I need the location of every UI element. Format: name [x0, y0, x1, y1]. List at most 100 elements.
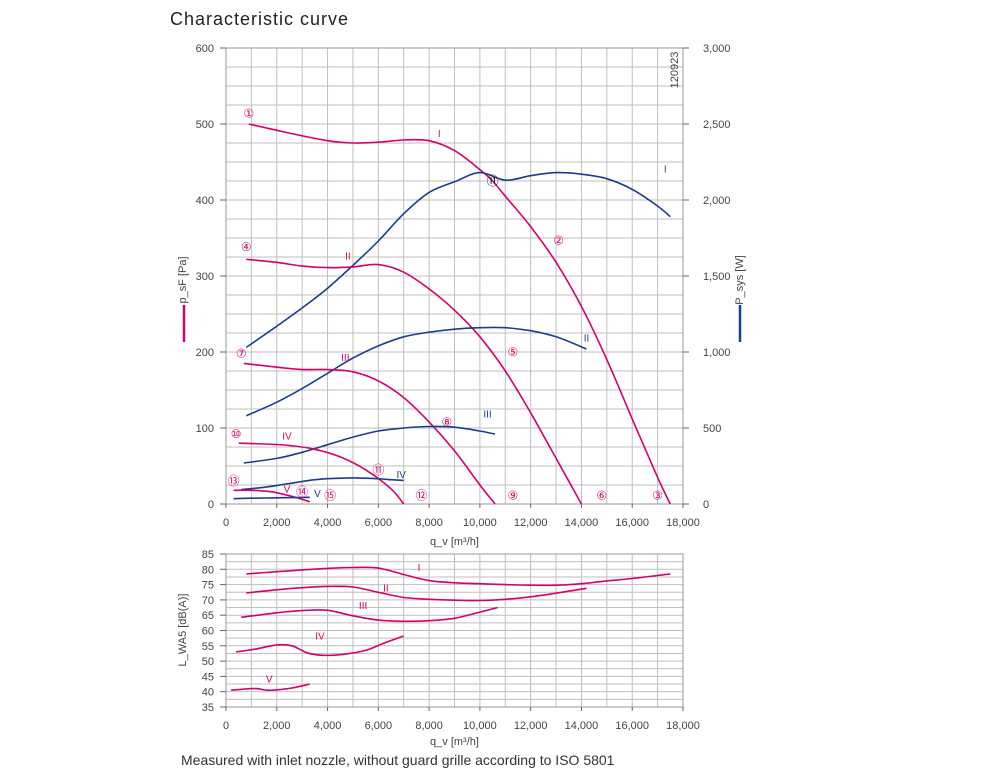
series-line-power-i: [245, 171, 671, 349]
series-line-pressure-iii: [243, 362, 496, 505]
operating-point-marker: ⑤: [508, 345, 519, 359]
top-y-left-tick-label: 0: [208, 499, 214, 511]
sound-series-label: V: [266, 675, 273, 686]
series-label: IV: [282, 431, 292, 442]
series-line-pressure-i: [248, 123, 672, 505]
bottom-y-tick-label: 85: [202, 549, 214, 561]
top-x-tick-label: 2,000: [263, 517, 291, 529]
series-line-pressure-iv: [238, 442, 405, 505]
top-grid: [225, 47, 684, 505]
top-y-left-tick-label: 300: [196, 271, 214, 283]
bottom-y-tick-label: 50: [202, 656, 214, 668]
series-label: III: [483, 409, 491, 420]
operating-point-marker: ⑭: [296, 485, 308, 499]
sound-series-label: I: [418, 563, 421, 574]
top-y-right-tick-label: 2,500: [703, 119, 731, 131]
series-label: III: [341, 353, 349, 364]
pressure-power-chart: 0 2,000 4,000 6,000 8,000 10,000 12,000 14,000 1…: [177, 43, 746, 548]
top-x-tick-label: 16,000: [615, 517, 649, 529]
operating-point-marker: ⑮: [324, 489, 336, 503]
sound-series-line-iii: [241, 606, 498, 623]
top-series: [233, 123, 672, 505]
top-y-right-tick-label: 3,000: [703, 43, 731, 55]
bottom-y-tick-label: 45: [202, 671, 214, 683]
top-x-axis-label: q_v [m³/h]: [430, 536, 479, 548]
bottom-y-tick-label: 40: [202, 687, 214, 699]
bottom-y-tick-label: 70: [202, 595, 214, 607]
top-x-tick-label: 6,000: [365, 517, 393, 529]
bottom-x-tick-label: 18,000: [666, 720, 700, 732]
sound-series-label: III: [359, 601, 367, 612]
top-y-left-tick-label: 100: [196, 423, 214, 435]
series-line-power-ii: [245, 326, 587, 417]
series-label: II: [345, 251, 351, 262]
top-x-tick-label: 0: [223, 517, 229, 529]
series-line-power-iii: [243, 425, 496, 464]
sound-series-line-iv: [236, 635, 404, 657]
bottom-x-tick-label: 0: [223, 720, 229, 732]
bottom-axes: 0 2,000 4,000 6,000 8,000 10,000 12,000 14,000 1…: [202, 549, 700, 732]
top-axes: 0 2,000 4,000 6,000 8,000 10,000 12,000 14,000 1…: [182, 43, 742, 529]
top-x-tick-label: 10,000: [463, 517, 497, 529]
top-x-tick-label: 8,000: [415, 517, 443, 529]
sound-power-chart: 0 2,000 4,000 6,000 8,000 10,000 12,000 14,000 1…: [177, 549, 700, 748]
series-label: II: [584, 333, 590, 344]
operating-point-marker: ⑪: [372, 463, 384, 477]
operating-point-marker: ⑩: [231, 427, 242, 441]
bottom-x-tick-label: 6,000: [365, 720, 393, 732]
series-line-pressure-ii: [246, 258, 583, 505]
top-y-left-tick-label: 500: [196, 119, 214, 131]
sound-series-line-i: [246, 566, 671, 587]
series-label: I: [664, 165, 667, 176]
top-y-left-tick-label: 200: [196, 347, 214, 359]
bottom-y-axis-label: L_WA5 [dB(A)]: [177, 594, 189, 667]
series-line-power-iv: [241, 477, 404, 491]
operating-point-marker: ④: [241, 240, 252, 254]
bottom-series: [231, 566, 671, 692]
bottom-x-axis-label: q_v [m³/h]: [430, 736, 479, 748]
operating-point-marker: ⑨: [508, 489, 519, 503]
operating-point-marker: ⑪: [487, 174, 499, 188]
top-y-left-tick-label: 400: [196, 195, 214, 207]
top-y-right-tick-label: 500: [703, 423, 721, 435]
bottom-grid: [225, 553, 684, 708]
operating-point-marker: ⑥: [596, 489, 607, 503]
bottom-y-tick-label: 75: [202, 580, 214, 592]
operating-point-marker: ②: [553, 233, 564, 247]
bottom-y-tick-label: 65: [202, 610, 214, 622]
bottom-x-tick-label: 4,000: [314, 720, 342, 732]
top-y-right-tick-label: 2,000: [703, 195, 731, 207]
series-label: I: [438, 129, 441, 140]
top-y-right-tick-label: 1,000: [703, 347, 731, 359]
operating-point-marker: ⑧: [442, 415, 453, 429]
operating-point-marker: ⑬: [228, 474, 240, 488]
bottom-x-tick-label: 14,000: [565, 720, 599, 732]
chart-title: Characteristic curve: [170, 9, 350, 29]
bottom-x-tick-label: 2,000: [263, 720, 291, 732]
series-label: IV: [396, 470, 406, 481]
series-line-power-v: [233, 496, 310, 500]
operating-point-marker: ⑦: [236, 347, 247, 361]
sound-series-line-v: [231, 683, 310, 692]
bottom-y-tick-label: 55: [202, 641, 214, 653]
sound-series-label: IV: [315, 632, 325, 643]
operating-point-marker: ⑫: [415, 489, 427, 503]
footnote: Measured with inlet nozzle, without guar…: [181, 752, 615, 768]
top-y-axis-label-right: P_sys [W]: [734, 255, 746, 305]
top-x-tick-label: 12,000: [514, 517, 548, 529]
series-label: V: [284, 485, 291, 496]
series-label: V: [314, 489, 321, 500]
top-y-right-tick-label: 0: [703, 499, 709, 511]
bottom-y-tick-label: 35: [202, 702, 214, 714]
bottom-x-tick-label: 8,000: [415, 720, 443, 732]
document-id: 120923: [669, 52, 681, 89]
bottom-y-tick-label: 60: [202, 626, 214, 638]
bottom-x-tick-label: 16,000: [615, 720, 649, 732]
bottom-x-tick-label: 12,000: [514, 720, 548, 732]
operating-point-marker: ③: [652, 489, 663, 503]
top-x-tick-label: 4,000: [314, 517, 342, 529]
bottom-x-tick-label: 10,000: [463, 720, 497, 732]
